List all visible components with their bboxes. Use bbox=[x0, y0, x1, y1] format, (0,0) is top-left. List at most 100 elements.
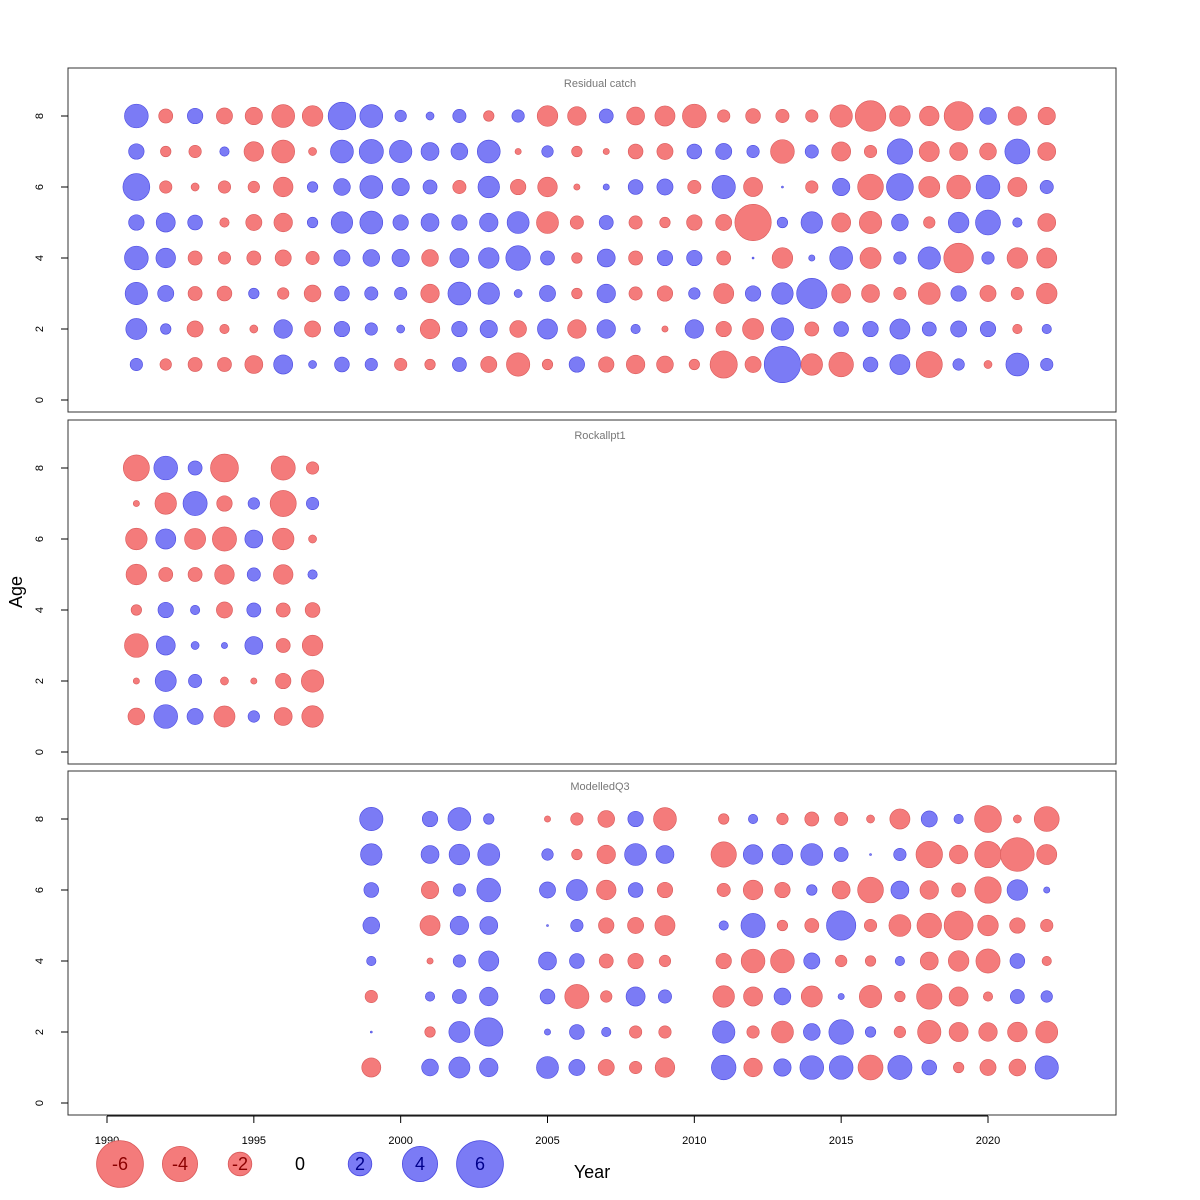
residual-bubble bbox=[974, 805, 1002, 833]
residual-bubble bbox=[273, 564, 294, 585]
residual-bubble bbox=[943, 910, 974, 941]
residual-bubble bbox=[272, 527, 295, 551]
residual-bubble bbox=[476, 877, 501, 903]
residual-bubble bbox=[854, 100, 887, 132]
residual-bubble bbox=[216, 495, 233, 512]
residual-bubble bbox=[391, 249, 410, 267]
residual-bubble bbox=[654, 915, 676, 936]
residual-bubble bbox=[861, 284, 880, 303]
size-legend: -6 -4 -2 0 2 4 6 bbox=[96, 1140, 504, 1188]
residual-bubble bbox=[629, 1025, 643, 1039]
residual-bubble bbox=[949, 844, 969, 865]
residual-bubble bbox=[1037, 107, 1056, 125]
residual-bubble bbox=[483, 813, 495, 825]
residual-bubble bbox=[359, 175, 384, 199]
residual-bubble bbox=[396, 324, 405, 334]
residual-bubble bbox=[448, 1021, 471, 1043]
residual-bubble bbox=[269, 490, 297, 517]
residual-bubble bbox=[746, 144, 760, 159]
residual-bubble bbox=[869, 853, 872, 856]
residual-bubble bbox=[571, 848, 583, 861]
residual-bubble bbox=[306, 496, 320, 511]
residual-bubble bbox=[392, 214, 409, 231]
residual-bubble bbox=[627, 882, 644, 898]
residual-bubble bbox=[715, 214, 733, 231]
residual-bubble bbox=[122, 454, 150, 482]
y-tick-label: 4 bbox=[34, 958, 46, 964]
residual-bubble bbox=[155, 212, 176, 233]
residual-bubble bbox=[889, 318, 911, 340]
residual-bubble bbox=[763, 345, 801, 384]
residual-bubble bbox=[655, 845, 675, 864]
residual-bubble bbox=[567, 319, 587, 339]
residual-bubble bbox=[360, 843, 383, 866]
x-axis: 1990 1995 2000 2005 2010 2015 2020 bbox=[95, 1115, 1000, 1147]
residual-bubble bbox=[598, 108, 614, 124]
y-tick-label: 0 bbox=[34, 1100, 46, 1106]
residual-bubble bbox=[917, 1020, 942, 1044]
residual-bubble bbox=[1006, 879, 1028, 901]
residual-bubble bbox=[159, 180, 173, 194]
residual-bubble bbox=[452, 180, 467, 194]
residual-bubble bbox=[327, 101, 357, 131]
residual-bubble bbox=[505, 245, 531, 271]
residual-bubble bbox=[273, 176, 294, 198]
residual-bubble bbox=[658, 989, 672, 1004]
residual-bubble bbox=[154, 670, 177, 692]
residual-bubble bbox=[451, 320, 468, 338]
residual-bubble bbox=[800, 211, 823, 234]
residual-bubble bbox=[598, 917, 615, 934]
residual-bubble bbox=[452, 883, 466, 897]
x-tick-label: 2000 bbox=[388, 1135, 412, 1147]
residual-bubble bbox=[568, 1059, 586, 1076]
residual-bubble bbox=[832, 178, 851, 196]
residual-bubble bbox=[362, 916, 380, 935]
residual-bubble bbox=[424, 1026, 436, 1038]
residual-bubble bbox=[221, 642, 228, 649]
residual-bubble bbox=[130, 604, 142, 616]
panel-3: ModelledQ3 0 2 4 6 8 bbox=[34, 770, 1117, 1116]
residual-bubble bbox=[770, 948, 795, 974]
x-axis-label: Year bbox=[574, 1162, 610, 1182]
residual-bubble bbox=[186, 708, 204, 725]
residual-bubble bbox=[212, 526, 237, 552]
residual-bubble bbox=[451, 214, 468, 231]
residual-bubble bbox=[712, 1020, 736, 1044]
residual-bubble bbox=[627, 810, 644, 828]
residual-bubble bbox=[334, 285, 350, 302]
residual-bubble bbox=[477, 843, 501, 866]
residual-bubble bbox=[536, 211, 559, 234]
residual-bubble bbox=[656, 178, 674, 196]
residual-bubble bbox=[308, 360, 317, 369]
residual-bubble bbox=[541, 358, 554, 371]
residual-bubble bbox=[366, 956, 377, 966]
residual-bubble bbox=[537, 176, 558, 198]
residual-bubble bbox=[796, 278, 828, 309]
residual-bubble bbox=[1012, 217, 1023, 228]
residual-bubble bbox=[479, 320, 498, 338]
residual-bubble bbox=[626, 106, 645, 126]
residual-bubble bbox=[153, 455, 178, 481]
residual-bubble bbox=[364, 357, 378, 372]
residual-bubble bbox=[127, 707, 146, 726]
residual-bubble bbox=[601, 1027, 612, 1037]
residual-bubble bbox=[806, 884, 818, 896]
residual-bubble bbox=[479, 916, 499, 935]
y-tick-label: 4 bbox=[34, 255, 46, 261]
residual-bubble bbox=[596, 248, 616, 268]
residual-bubble bbox=[771, 282, 794, 305]
residual-bubble bbox=[859, 247, 882, 269]
residual-bubble bbox=[800, 353, 823, 376]
residual-bubble bbox=[857, 1054, 884, 1081]
residual-bubble bbox=[184, 528, 206, 550]
residual-bubble bbox=[306, 181, 319, 193]
residual-bubble bbox=[979, 142, 997, 161]
residual-bubble bbox=[219, 146, 230, 157]
y-tick-label: 8 bbox=[34, 113, 46, 119]
residual-bubble bbox=[306, 461, 320, 475]
residual-bubble bbox=[917, 246, 941, 270]
residual-bubble bbox=[304, 602, 321, 618]
panel-1: Residual catch 0 2 4 6 8 bbox=[34, 67, 1117, 413]
residual-bubble bbox=[214, 564, 235, 585]
residual-bubble bbox=[125, 318, 148, 340]
